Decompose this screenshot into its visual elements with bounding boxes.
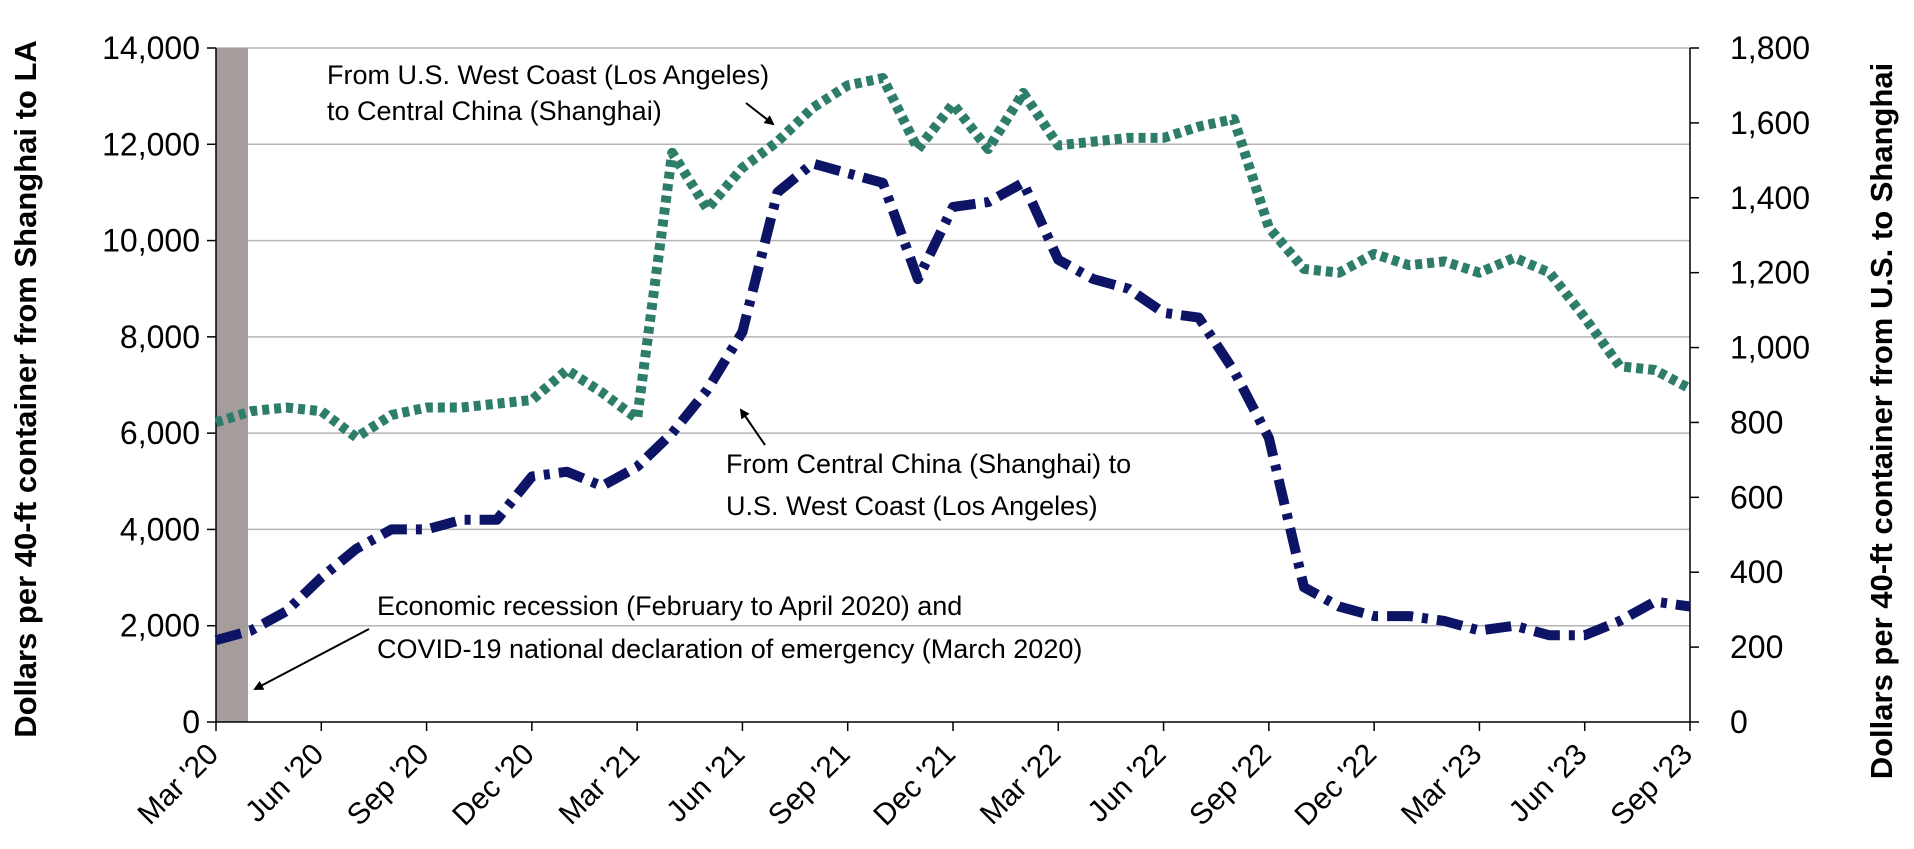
y-right-tick-label: 200 [1730,629,1783,665]
y-right-tick-label: 0 [1730,704,1748,740]
y-right-tick-label: 1,000 [1730,330,1810,366]
annotation-china-to-west-line2: U.S. West Coast (Los Angeles) [726,491,1098,521]
y-right-axis-title: Dollars per 40-ft container from U.S. to… [1864,63,1899,780]
x-tick-label: Mar '22 [974,738,1067,831]
series-line-shanghai-to-la [214,158,1691,646]
x-tick-label: Jun '22 [1081,738,1172,829]
annotation-west-to-china-line2: to Central China (Shanghai) [327,96,662,126]
y-right-tick-label: 400 [1730,554,1783,590]
y-right-tick-label: 1,800 [1730,30,1810,66]
series-line-us-to-shanghai [214,73,1693,443]
y-right-tick-label: 1,600 [1730,105,1810,141]
y-left-axis-title: Dollars per 40-ft container from Shangha… [8,40,43,738]
x-tick-label: Jun '23 [1503,738,1594,829]
annotation-recession-arrow [253,628,370,690]
x-tick-label: Sep '22 [1183,738,1278,833]
y-left-tick-label: 4,000 [120,511,200,547]
y-right-tick-label: 800 [1730,404,1783,440]
x-tick-label: Jun '20 [239,738,330,829]
y-left-tick-label: 0 [182,704,200,740]
annotation-china-to-west-line1: From Central China (Shanghai) to [726,449,1131,479]
y-right-tick-label: 600 [1730,479,1783,515]
y-right-tick-label: 1,400 [1730,180,1810,216]
x-tick-label: Sep '21 [762,738,857,833]
series-layer [214,73,1693,646]
x-tick-label: Jun '21 [660,738,751,829]
annotation-west-to-china-line1: From U.S. West Coast (Los Angeles) [327,60,769,90]
y-right-tick-label: 1,200 [1730,255,1810,291]
x-tick-label: Dec '22 [1288,738,1383,833]
gridlines [216,47,1690,627]
y-left-tick-label: 8,000 [120,319,200,355]
x-tick-label: Dec '20 [446,738,541,833]
x-tick-label: Sep '20 [341,738,436,833]
annotation-china-to-west-arrow [739,408,766,446]
annotation-west-to-china-arrow [745,102,775,126]
y-left-tick-label: 14,000 [102,30,200,66]
x-tick-label: Mar '20 [132,738,225,831]
y-left-tick-label: 2,000 [120,608,200,644]
y-left-tick-label: 10,000 [102,223,200,259]
x-tick-label: Mar '23 [1395,738,1488,831]
x-tick-label: Mar '21 [553,738,646,831]
x-tick-label: Dec '21 [867,738,962,833]
y-left-tick-label: 6,000 [120,415,200,451]
x-tick-label: Sep '23 [1604,738,1699,833]
y-left-tick-label: 12,000 [102,126,200,162]
annotation-recession-line2: COVID-19 national declaration of emergen… [377,634,1082,664]
recession-shaded-band [216,48,248,722]
annotation-recession-line1: Economic recession (February to April 20… [377,591,962,621]
